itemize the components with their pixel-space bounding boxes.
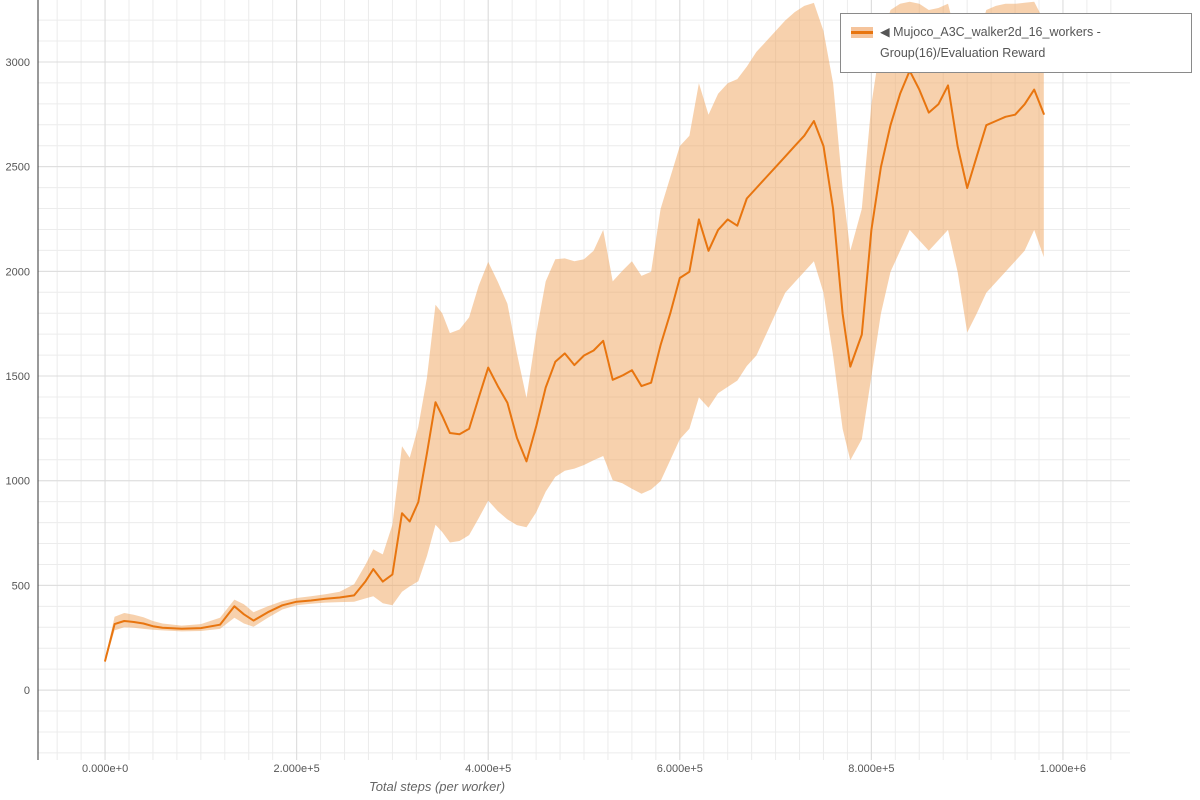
x-tick-label: 2.000e+5	[274, 763, 320, 775]
confidence-band	[105, 1, 1044, 663]
y-tick-label: 2500	[6, 162, 30, 174]
y-tick-labels: 0 500 1000 1500 2000 2500 3000	[6, 57, 30, 697]
x-axis-title: Total steps (per worker)	[369, 779, 505, 794]
x-tick-labels: 0.000e+0 2.000e+5 4.000e+5 6.000e+5 8.000e+5…	[82, 763, 1086, 775]
legend-swatch-band	[851, 27, 873, 38]
y-tick-label: 2000	[6, 266, 30, 278]
legend-marker-icon: ◀	[880, 25, 890, 39]
x-tick-label: 1.000e+6	[1040, 763, 1086, 775]
x-tick-label: 8.000e+5	[848, 763, 894, 775]
x-tick-label: 0.000e+0	[82, 763, 128, 775]
legend-entry: ◀ Mujoco_A3C_walker2d_16_workers - Group…	[880, 22, 1181, 64]
y-tick-label: 500	[12, 580, 30, 592]
mean-line	[104, 69, 1045, 662]
x-tick-label: 4.000e+5	[465, 763, 511, 775]
x-tick-label: 6.000e+5	[657, 763, 703, 775]
legend-swatch-line	[851, 31, 873, 34]
grid-minor	[38, 0, 1130, 760]
y-tick-label: 3000	[6, 57, 30, 69]
y-tick-label: 0	[24, 685, 30, 697]
y-tick-label: 1500	[6, 371, 30, 383]
legend[interactable]: ◀ Mujoco_A3C_walker2d_16_workers - Group…	[840, 13, 1192, 73]
legend-label: Mujoco_A3C_walker2d_16_workers - Group(1…	[880, 25, 1101, 60]
series-evaluation-reward	[104, 1, 1045, 663]
y-tick-label: 1000	[6, 476, 30, 488]
